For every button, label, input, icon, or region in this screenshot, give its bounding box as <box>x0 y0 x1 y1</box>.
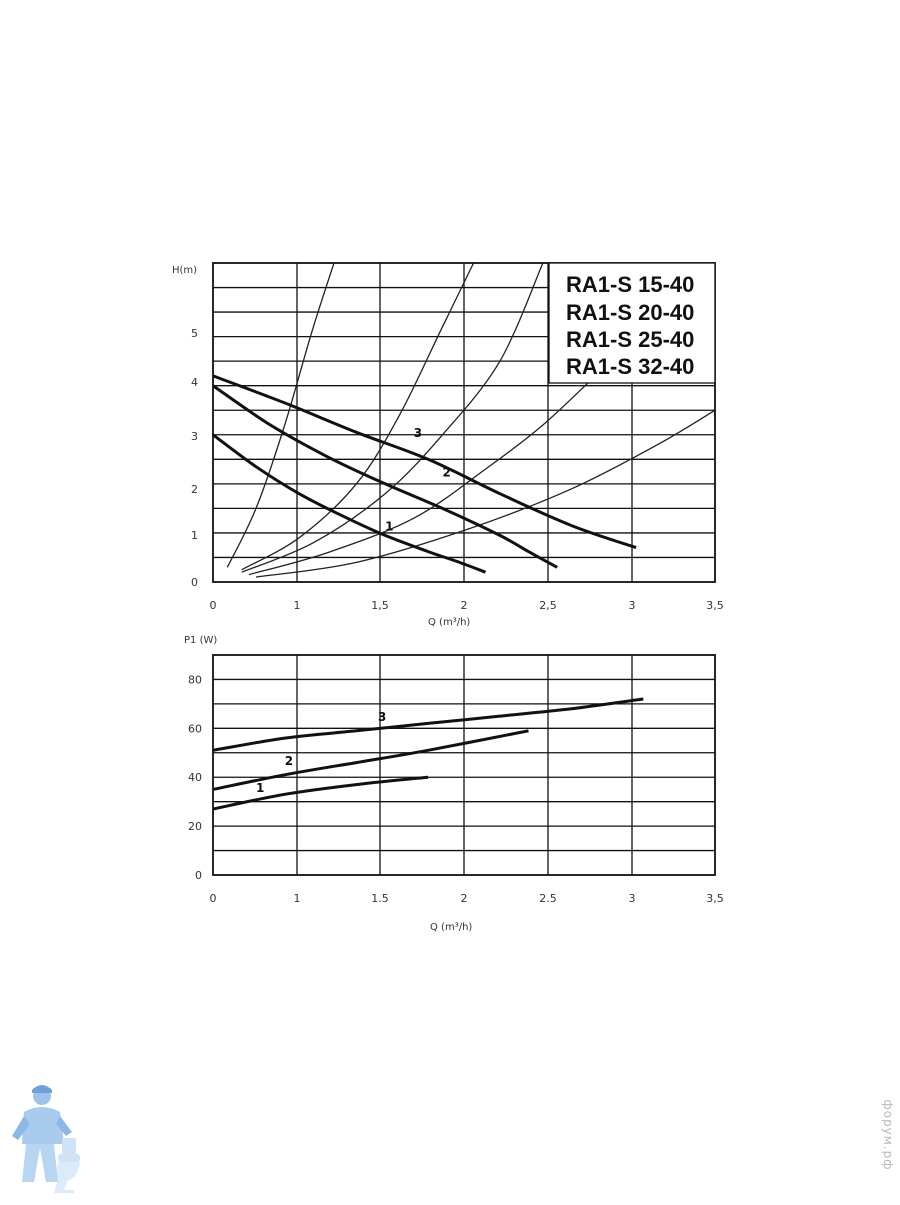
power-x-tick: 0 <box>210 892 217 905</box>
head-curve-2 <box>212 384 558 569</box>
power-x-tick: 2.5 <box>539 892 557 905</box>
power-x-tick: 3 <box>629 892 636 905</box>
head-flow-plot-frame <box>212 262 716 583</box>
power-curve-label-3: 3 <box>378 710 386 724</box>
power-curve-1 <box>212 775 429 811</box>
title-line-2: RA1-S 20-40 <box>566 300 694 325</box>
head-x-tick: 3,5 <box>706 599 724 612</box>
power-y-axis-label: P1 (W) <box>184 635 217 646</box>
head-y-tick: 4 <box>191 376 198 389</box>
head-x-axis-label: Q (m³/h) <box>428 617 470 628</box>
power-flow-grid <box>213 655 715 875</box>
system-curve-1 <box>226 263 335 568</box>
head-x-ticks: 0 1 1,5 2 2,5 3 3,5 <box>210 599 724 612</box>
head-y-tick: 5 <box>191 327 198 340</box>
head-curve-3 <box>212 374 637 550</box>
power-y-tick: 60 <box>188 722 202 735</box>
power-y-tick: 0 <box>195 869 202 882</box>
title-box <box>548 262 716 384</box>
system-curves <box>226 263 715 578</box>
power-x-tick: 1 <box>294 892 301 905</box>
power-x-tick: 2 <box>461 892 468 905</box>
head-y-tick: 3 <box>191 430 198 443</box>
head-x-tick: 2,5 <box>539 599 557 612</box>
power-curve-label-2: 2 <box>285 754 293 768</box>
head-curve-1 <box>212 433 487 574</box>
head-x-tick: 1,5 <box>371 599 389 612</box>
head-y-axis-label: H(m) <box>172 265 197 276</box>
title-line-3: RA1-S 25-40 <box>566 327 694 352</box>
head-x-tick: 1 <box>294 599 301 612</box>
head-x-tick: 3 <box>629 599 636 612</box>
head-curve-label-1: 1 <box>385 519 393 533</box>
head-flow-series: 1 2 3 <box>212 374 637 574</box>
head-curve-label-3: 3 <box>414 426 422 440</box>
power-flow-series: 1 2 3 <box>212 697 644 811</box>
system-curve-3 <box>241 263 544 573</box>
power-y-tick: 40 <box>188 771 202 784</box>
power-y-ticks: 0 20 40 60 80 <box>188 673 202 882</box>
power-curve-2 <box>212 729 529 791</box>
power-y-tick: 80 <box>188 673 202 686</box>
power-y-tick: 20 <box>188 820 202 833</box>
watermark-text: форум.рф <box>881 1099 895 1171</box>
system-curve-5 <box>255 409 715 578</box>
power-x-axis-label: Q (m³/h) <box>430 922 472 933</box>
head-y-tick: 1 <box>191 529 198 542</box>
head-y-ticks: 0 1 2 3 4 5 <box>191 327 198 589</box>
head-x-tick: 0 <box>210 599 217 612</box>
system-curve-4 <box>248 370 601 576</box>
head-y-tick: 2 <box>191 483 198 496</box>
site-watermark: форум.рф <box>878 1080 898 1190</box>
plumber-mascot-logo <box>12 1085 80 1193</box>
power-curve-label-1: 1 <box>256 781 264 795</box>
power-x-tick: 1.5 <box>371 892 389 905</box>
power-curve-3 <box>212 697 644 752</box>
head-flow-chart: 123 RA1-S 15-40 RA1-S 20-40 RA1-S 25-40 … <box>172 262 724 628</box>
power-x-tick: 3,5 <box>706 892 724 905</box>
power-x-ticks: 0 1 1.5 2 2.5 3 3,5 <box>210 892 724 905</box>
system-curve-2 <box>241 263 475 571</box>
title-line-4: RA1-S 32-40 <box>566 354 694 379</box>
head-x-tick: 2 <box>461 599 468 612</box>
head-y-tick: 0 <box>191 576 198 589</box>
head-curve-label-2: 2 <box>442 465 450 479</box>
power-flow-chart: 1 2 3 P1 (W) Q (m³/h) 0 1 1.5 2 2.5 3 3,5 0 20 40 6… <box>184 635 724 933</box>
title-line-1: RA1-S 15-40 <box>566 272 694 297</box>
power-flow-plot-frame <box>212 654 716 876</box>
